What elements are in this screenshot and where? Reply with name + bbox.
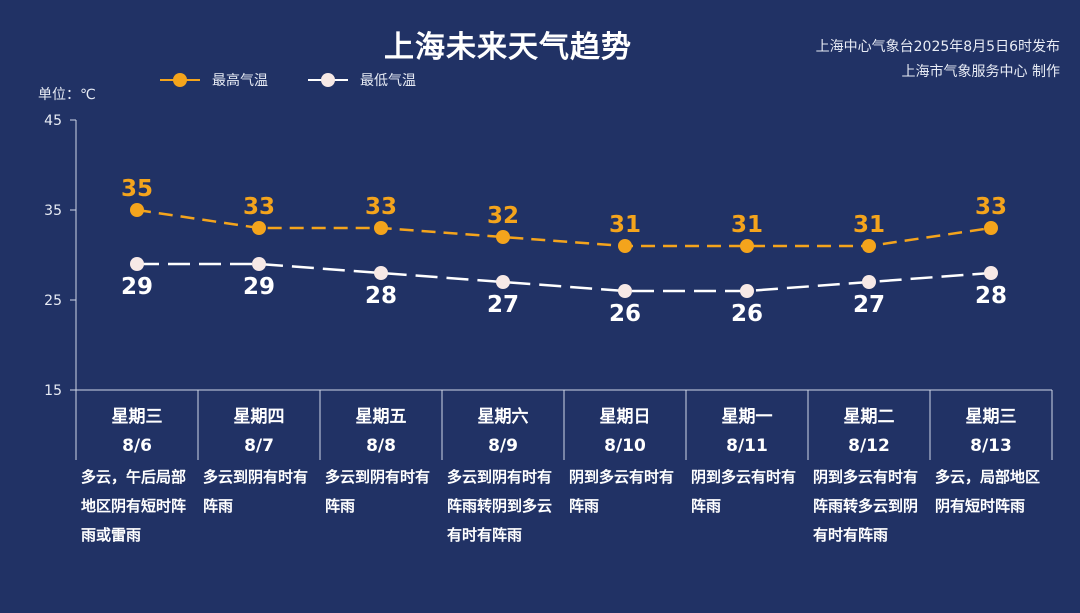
data-label-low: 28 (365, 283, 397, 309)
data-point-low (130, 257, 144, 271)
chart-title: 上海未来天气趋势 (384, 30, 632, 65)
data-point-high (130, 203, 144, 217)
legend-label-low: 最低气温 (360, 73, 416, 89)
x-tick-date: 8/7 (244, 436, 274, 456)
data-point-low (618, 284, 632, 298)
x-tick-date: 8/12 (848, 436, 890, 456)
data-point-low (496, 275, 510, 289)
legend-item-low[interactable]: 最低气温 (308, 70, 416, 90)
x-tick-date: 8/9 (488, 436, 518, 456)
legend: 最高气温 最低气温 (160, 70, 416, 90)
data-label-low: 28 (975, 283, 1007, 309)
data-label-high: 31 (731, 212, 763, 238)
forecast-description: 多云到阴有时有阵雨转阴到多云有时有阵雨 (447, 468, 553, 544)
x-tick-weekday: 星期四 (234, 407, 285, 427)
data-label-high: 31 (853, 212, 885, 238)
data-label-high: 33 (243, 194, 275, 220)
x-tick-date: 8/11 (726, 436, 768, 456)
data-label-low: 29 (243, 274, 275, 300)
x-tick-weekday: 星期三 (966, 407, 1017, 427)
data-point-high (496, 230, 510, 244)
x-tick-date: 8/10 (604, 436, 646, 456)
x-tick-weekday: 星期一 (722, 407, 773, 427)
y-tick-label: 45 (44, 113, 62, 129)
y-tick-label: 35 (44, 203, 62, 219)
data-label-low: 27 (853, 292, 885, 318)
data-point-low (252, 257, 266, 271)
forecast-description: 多云到阴有时有阵雨 (325, 468, 431, 515)
forecast-description: 阴到多云有时有阵雨 (569, 468, 675, 515)
series-line-high (136, 208, 992, 248)
data-label-high: 35 (121, 176, 153, 202)
data-point-low (984, 266, 998, 280)
x-tick-weekday: 星期六 (478, 406, 529, 427)
x-tick-weekday: 星期二 (844, 407, 895, 427)
data-point-high (984, 221, 998, 235)
producer: 上海市气象服务中心 制作 (901, 64, 1060, 80)
y-tick-label: 15 (44, 383, 62, 399)
data-label-low: 27 (487, 292, 519, 318)
data-label-high: 31 (609, 212, 641, 238)
data-label-low: 29 (121, 274, 153, 300)
series-line-low (137, 262, 992, 293)
data-label-low: 26 (731, 301, 763, 327)
x-tick-date: 8/13 (970, 436, 1012, 456)
data-label-high: 33 (975, 194, 1007, 220)
data-label-high: 33 (365, 194, 397, 220)
x-tick-weekday: 星期三 (112, 407, 163, 427)
x-tick-date: 8/6 (122, 436, 152, 456)
forecast-description: 多云到阴有时有阵雨 (203, 468, 309, 515)
data-point-high (252, 221, 266, 235)
data-point-high (618, 239, 632, 253)
data-point-low (862, 275, 876, 289)
legend-swatch-high (160, 70, 200, 90)
publisher-info: 上海中心气象台2025年8月5日6时发布 上海市气象服务中心 制作 (816, 35, 1060, 85)
data-point-high (374, 221, 388, 235)
data-point-low (374, 266, 388, 280)
forecast-description: 阴到多云有时有阵雨转多云到阴有时有阵雨 (813, 468, 919, 544)
legend-swatch-low (308, 70, 348, 90)
forecast-description: 多云，午后局部地区阴有短时阵雨或雷雨 (81, 468, 187, 544)
data-point-high (740, 239, 754, 253)
data-label-low: 26 (609, 301, 641, 327)
publish-time: 上海中心气象台2025年8月5日6时发布 (815, 39, 1060, 55)
legend-label-high: 最高气温 (212, 73, 268, 89)
data-point-low (740, 284, 754, 298)
legend-item-high[interactable]: 最高气温 (160, 70, 268, 90)
data-label-high: 32 (487, 203, 519, 229)
x-tick-weekday: 星期日 (600, 407, 651, 427)
unit-label: 单位：℃ (38, 87, 96, 103)
x-tick-date: 8/8 (366, 436, 396, 456)
forecast-description: 阴到多云有时有阵雨 (691, 468, 797, 515)
y-tick-label: 25 (44, 293, 62, 309)
data-point-high (862, 239, 876, 253)
x-tick-weekday: 星期五 (356, 407, 407, 427)
forecast-description: 多云，局部地区阴有短时阵雨 (935, 468, 1041, 515)
